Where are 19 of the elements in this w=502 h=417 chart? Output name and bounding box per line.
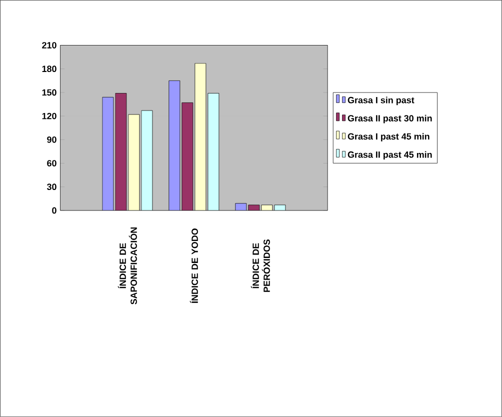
y-tick-label: 150 <box>42 89 56 96</box>
x-tick-label: ÍNDICE DE YODO <box>190 228 198 304</box>
x-tick-label: ÍNDICE DE SAPONIFICACIÓN <box>118 228 137 304</box>
bar <box>115 93 127 210</box>
legend-label: Grasa I past 45 min <box>348 133 430 142</box>
y-tick-label: 210 <box>42 42 56 48</box>
y-tick-label: 120 <box>42 112 56 120</box>
x-tick-label: ÍNDICE DE PERÓXIDOS <box>250 240 270 292</box>
legend-label: Grasa I sin past <box>348 96 414 106</box>
y-tick-label: 180 <box>42 66 56 72</box>
y-tick-label: 30 <box>46 184 56 190</box>
legend-label: Grasa II past 30 min <box>348 114 432 124</box>
y-tick-label: 0 <box>52 207 56 214</box>
y-tick-label: 60 <box>47 160 56 166</box>
y-tick-label: 90 <box>47 136 56 143</box>
legend-label: Grasa II past 45 min <box>348 151 432 160</box>
bar <box>208 93 220 210</box>
bar <box>182 102 194 210</box>
bar <box>141 110 153 210</box>
